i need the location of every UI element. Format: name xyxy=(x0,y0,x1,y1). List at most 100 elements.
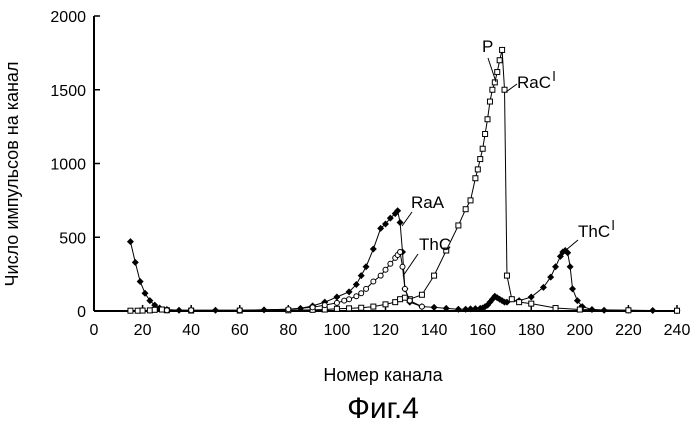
data-point xyxy=(402,295,407,300)
annotation-leader xyxy=(402,212,412,226)
data-point xyxy=(237,308,242,313)
y-tick-label: 0 xyxy=(77,304,86,321)
data-point xyxy=(342,298,347,303)
figure-caption: Фиг.4 xyxy=(347,392,419,422)
data-point xyxy=(152,307,157,312)
data-point xyxy=(135,308,140,313)
data-point xyxy=(547,274,554,281)
data-point xyxy=(478,157,483,162)
data-point xyxy=(569,285,576,292)
data-point xyxy=(473,176,478,181)
data-point xyxy=(137,278,144,285)
data-point xyxy=(286,307,291,312)
data-point xyxy=(419,292,424,297)
annotation-label: ThC xyxy=(578,222,610,241)
x-tick-label: 240 xyxy=(664,322,691,339)
y-axis-title: Число импульсов на канал xyxy=(2,62,22,287)
data-point xyxy=(322,303,327,308)
data-point xyxy=(432,273,437,278)
data-point xyxy=(359,291,364,296)
data-point xyxy=(398,250,403,255)
y-tick-label: 2000 xyxy=(50,9,86,26)
x-tick-label: 220 xyxy=(615,322,642,339)
annotation-leader xyxy=(403,254,418,276)
data-point xyxy=(492,80,497,85)
data-point xyxy=(398,297,403,302)
x-tick-label: 20 xyxy=(134,322,152,339)
data-point xyxy=(347,297,352,302)
x-tick-label: 0 xyxy=(90,322,99,339)
data-point xyxy=(490,87,495,92)
data-point xyxy=(160,307,165,312)
x-tick-label: 40 xyxy=(182,322,200,339)
data-point xyxy=(127,238,134,245)
y-tick-label: 1500 xyxy=(50,83,86,100)
data-point xyxy=(142,290,149,297)
data-point xyxy=(363,263,370,270)
x-tick-label: 200 xyxy=(566,322,593,339)
data-point xyxy=(378,273,383,278)
data-point xyxy=(495,70,500,75)
annotation-layer: PRaCRaAThCThC xyxy=(402,37,613,276)
data-point xyxy=(485,117,490,122)
data-point xyxy=(517,300,522,305)
data-point xyxy=(497,58,502,63)
data-point xyxy=(463,207,468,212)
annotation-label: RaA xyxy=(411,193,445,212)
annotation-label: P xyxy=(482,37,493,56)
x-axis-title: Номер канала xyxy=(323,365,443,385)
data-point xyxy=(371,304,376,309)
data-point xyxy=(407,298,412,303)
data-point xyxy=(483,132,488,137)
x-tick-label: 140 xyxy=(421,322,448,339)
data-point xyxy=(383,302,388,307)
data-point xyxy=(553,306,558,311)
data-point xyxy=(359,305,364,310)
x-tick-label: 80 xyxy=(279,322,297,339)
data-point xyxy=(370,246,377,253)
data-point xyxy=(468,198,473,203)
data-point xyxy=(333,293,340,300)
data-point xyxy=(567,263,574,270)
data-point xyxy=(577,307,582,312)
data-point xyxy=(358,272,365,279)
data-point xyxy=(504,273,509,278)
x-tick-label: 60 xyxy=(231,322,249,339)
data-point xyxy=(400,264,405,269)
data-point xyxy=(626,308,631,313)
annotation-label: ThC xyxy=(419,235,451,254)
data-point xyxy=(509,297,514,302)
data-point xyxy=(310,305,315,310)
annotation-leader xyxy=(506,84,517,92)
data-point xyxy=(364,286,369,291)
data-point xyxy=(147,308,152,313)
data-point xyxy=(552,263,559,270)
y-tick-label: 1000 xyxy=(50,157,86,174)
data-point xyxy=(529,301,534,306)
data-point xyxy=(140,308,145,313)
data-point xyxy=(354,294,359,299)
data-point xyxy=(383,267,388,272)
x-tick-label: 120 xyxy=(372,322,399,339)
data-point xyxy=(475,167,480,172)
plot-area: 020406080100120140160180200220240 050010… xyxy=(50,9,690,339)
data-point xyxy=(128,308,133,313)
data-point xyxy=(402,286,407,291)
data-point xyxy=(132,259,139,266)
x-tick-label: 160 xyxy=(469,322,496,339)
x-tick-label: 100 xyxy=(324,322,351,339)
data-point xyxy=(164,308,169,313)
y-ticks: 0500100015002000 xyxy=(50,9,100,321)
data-point xyxy=(393,300,398,305)
data-point xyxy=(431,304,438,311)
data-point xyxy=(334,300,339,305)
data-point xyxy=(675,308,680,313)
data-point xyxy=(334,306,339,311)
data-point xyxy=(371,279,376,284)
data-point xyxy=(487,99,492,104)
data-point xyxy=(480,146,485,151)
data-point xyxy=(347,306,352,311)
data-point xyxy=(500,47,505,52)
